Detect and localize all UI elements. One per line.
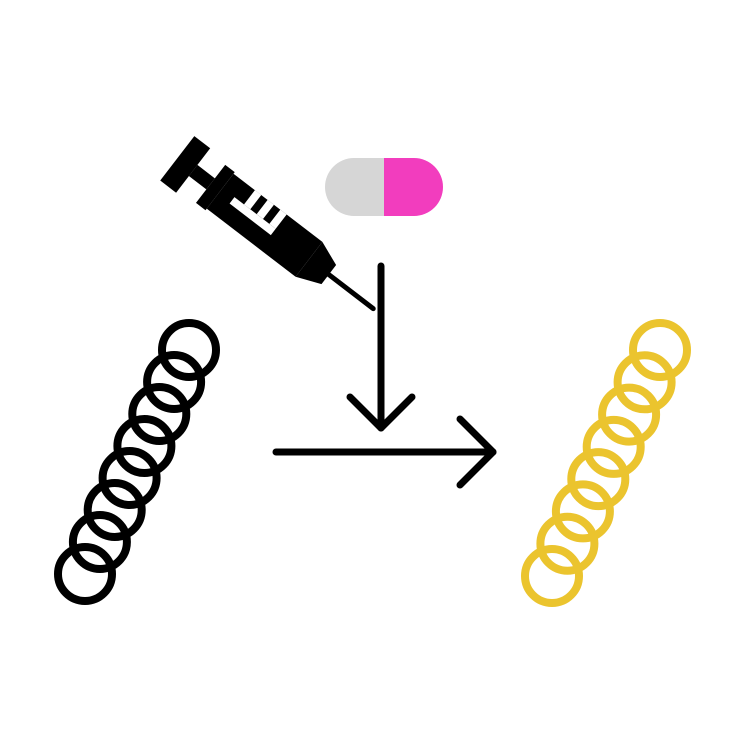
chain-bead [613,351,676,414]
chain-bead [521,545,583,607]
arrow-right-icon [272,415,497,489]
chain-bead [567,448,630,511]
capsule-pill-icon [325,158,443,216]
syringe-icon [160,136,376,312]
chain-bead [98,447,161,509]
chain-bead [598,383,661,446]
output-bead-chain-icon [521,319,691,607]
chain-bead [128,383,191,445]
chain-bead [113,415,176,477]
input-bead-chain-icon [54,319,220,605]
chain-bead [536,512,599,575]
arrow-down-icon [346,262,416,432]
chain-bead [629,319,691,381]
chain-bead [68,511,131,573]
chain-bead [54,543,116,605]
chain-bead [551,480,614,543]
chain-bead [582,415,645,478]
chain-bead [143,351,206,413]
chain-bead [158,319,220,381]
chain-bead [83,479,146,541]
